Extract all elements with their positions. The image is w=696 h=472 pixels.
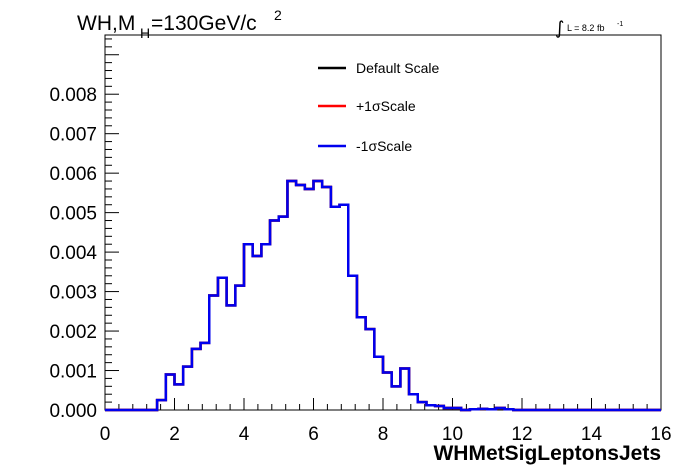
legend-label: Default Scale: [356, 60, 439, 76]
y-tick-label: 0.003: [49, 283, 97, 304]
y-tick-label: 0.002: [49, 322, 97, 343]
x-tick-label: 10: [442, 424, 463, 445]
legend-label: -1σScale: [356, 138, 412, 154]
x-axis: 0 2 4 6 8 10 12 14 16: [100, 398, 672, 445]
title-prefix: WH,M: [77, 12, 135, 35]
y-tick-label: 0.004: [49, 243, 97, 264]
title-subscript: H: [140, 25, 150, 41]
luminosity-label: ∫ L = 8.2 fb -1: [555, 18, 623, 39]
x-tick-label: 8: [378, 424, 389, 445]
title-main: =130GeV/c: [151, 12, 257, 35]
integral-symbol: ∫: [555, 18, 564, 39]
x-axis-label: WHMetSigLeptonsJets: [433, 442, 661, 465]
series-line-0: [105, 179, 661, 412]
frame: [104, 34, 662, 411]
x-tick-label: 0: [100, 424, 111, 445]
series-group: [105, 179, 661, 412]
y-tick-label: 0.001: [49, 362, 97, 383]
luminosity-text: L = 8.2 fb: [567, 23, 604, 33]
y-tick-label: 0.008: [49, 85, 97, 106]
x-tick-label: 6: [308, 424, 319, 445]
y-tick-label: 0.005: [49, 204, 97, 225]
x-tick-label: 14: [581, 424, 603, 445]
legend-label: +1σScale: [356, 98, 416, 114]
series-line-2: [105, 179, 661, 412]
title-superscript: 2: [274, 7, 282, 23]
legend: Default Scale +1σScale -1σScale: [318, 60, 439, 154]
y-tick-label: 0.007: [49, 125, 97, 146]
x-tick-label: 2: [169, 424, 180, 445]
x-tick-label: 16: [650, 424, 671, 445]
x-tick-label: 4: [239, 424, 250, 445]
y-tick-label: 0.000: [49, 401, 97, 422]
y-tick-label: 0.006: [49, 164, 97, 185]
series-line-1: [105, 179, 661, 412]
x-tick-label: 12: [511, 424, 532, 445]
luminosity-superscript: -1: [617, 21, 623, 28]
y-axis: 0.000 0.001 0.002 0.003 0.004 0.005 0.006 0.007…: [49, 38, 119, 422]
chart-title: WH,M H =130GeV/c 2: [77, 7, 282, 41]
